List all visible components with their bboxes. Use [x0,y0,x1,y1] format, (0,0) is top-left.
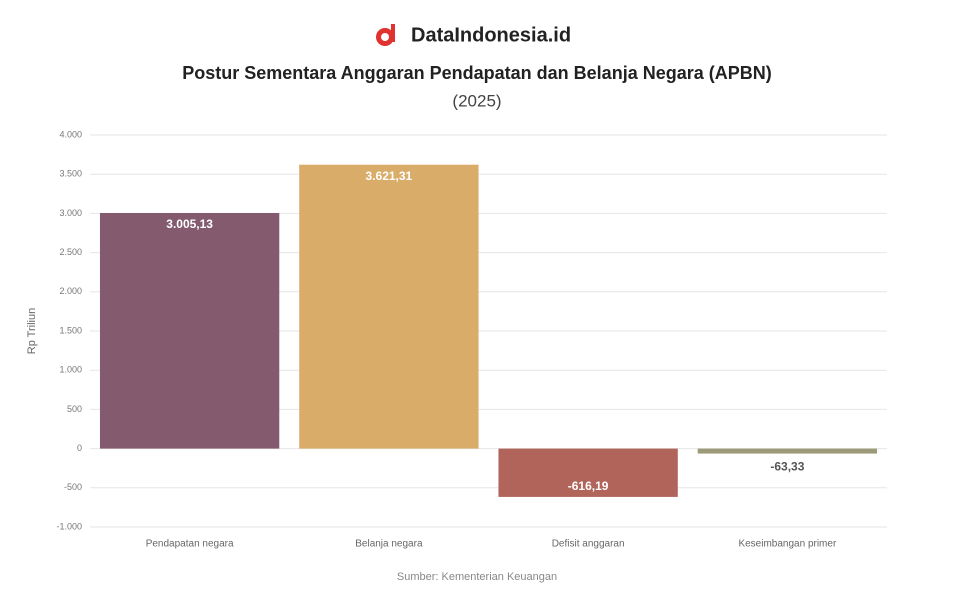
chart-title: Postur Sementara Anggaran Pendapatan dan… [182,63,771,83]
y-tick-label: -500 [64,482,82,492]
x-tick-label: Defisit anggaran [552,539,625,550]
y-axis-label: Rp Triliun [26,308,38,354]
logo [381,33,389,41]
bar [697,448,878,454]
y-tick-label: 3.000 [59,208,82,218]
y-tick-label: 2.500 [59,247,82,257]
bar [99,212,280,449]
x-tick-label: Keseimbangan primer [738,539,836,550]
y-tick-label: 1.500 [59,325,82,335]
y-tick-label: 500 [67,404,82,414]
bar [299,164,479,449]
y-tick-label: 1.000 [59,365,82,375]
brand: DataIndonesia.id [411,24,571,46]
y-tick-label: -1.000 [56,521,82,531]
source: Sumber: Kementerian Keuangan [397,571,557,583]
x-tick-label: Belanja negara [355,539,423,550]
y-tick-label: 0 [77,443,82,453]
x-tick-label: Pendapatan negara [146,539,234,550]
data-label: 3.621,31 [366,169,413,183]
data-label: -616,19 [568,479,609,493]
data-label: 3.005,13 [166,217,213,231]
data-label: -63,33 [770,460,804,474]
logo [391,24,395,42]
y-tick-label: 3.500 [59,169,82,179]
chart-subtitle: (2025) [452,91,501,110]
y-tick-label: 4.000 [59,129,82,139]
bar [498,448,678,497]
y-tick-label: 2.000 [59,286,82,296]
